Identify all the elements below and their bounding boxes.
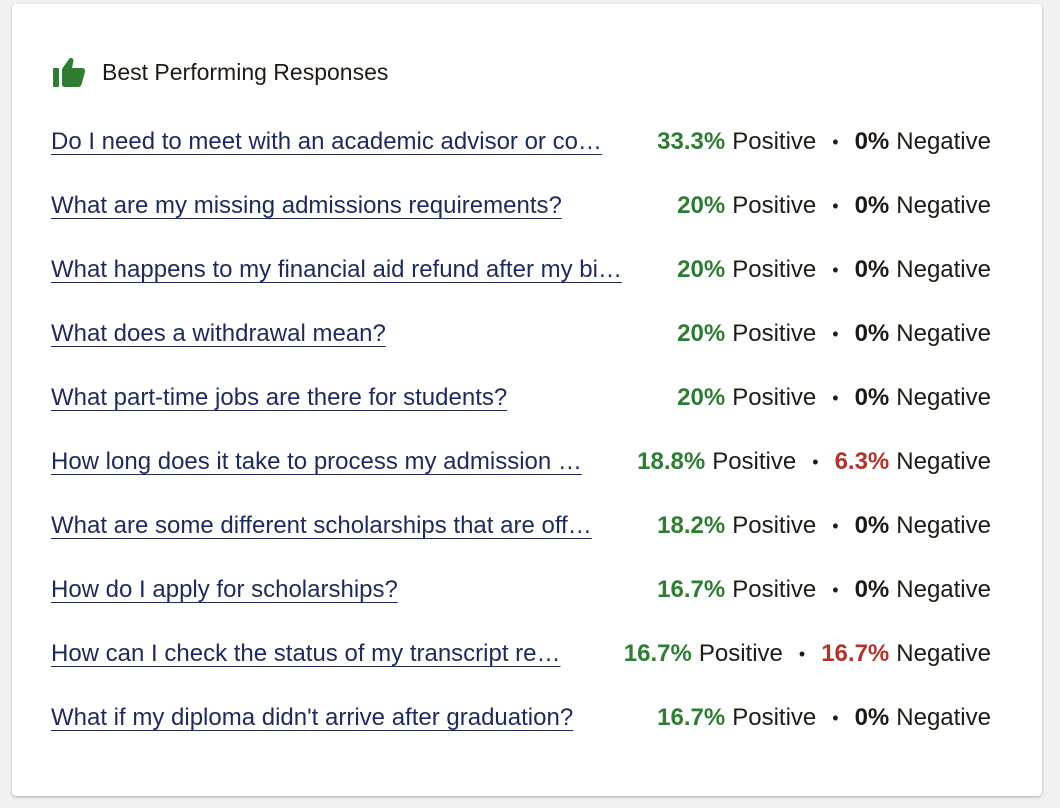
- thumb-up-icon: [52, 56, 86, 88]
- list-item: How can I check the status of my transcr…: [51, 622, 991, 686]
- separator-dot: •: [812, 451, 819, 472]
- negative-label: Negative: [896, 192, 991, 219]
- separator-dot: •: [832, 387, 839, 408]
- negative-percent: 0%: [854, 128, 890, 155]
- positive-percent: 20%: [677, 384, 726, 411]
- list-item: How long does it take to process my admi…: [51, 430, 991, 494]
- list-item: What if my diploma didn't arrive after g…: [51, 686, 991, 750]
- response-question-link[interactable]: What part-time jobs are there for studen…: [51, 384, 508, 411]
- separator-dot: •: [798, 643, 806, 664]
- positive-percent: 18.8%: [637, 448, 706, 475]
- positive-percent: 20%: [677, 192, 726, 219]
- negative-label: Negative: [896, 448, 991, 475]
- negative-percent: 0%: [854, 512, 890, 539]
- response-question-link[interactable]: How do I apply for scholarships?: [51, 576, 398, 603]
- negative-percent: 0%: [854, 576, 890, 603]
- response-question-link[interactable]: Do I need to meet with an academic advis…: [51, 128, 602, 155]
- separator-dot: •: [832, 195, 839, 216]
- negative-percent: 16.7%: [821, 640, 890, 667]
- positive-label: Positive: [732, 704, 817, 731]
- positive-percent: 33.3%: [657, 128, 726, 155]
- positive-label: Positive: [732, 192, 817, 219]
- separator-dot: •: [832, 707, 839, 728]
- positive-label: Positive: [732, 384, 817, 411]
- response-stats: 20% Positive • 0% Negative: [677, 320, 991, 348]
- negative-label: Negative: [896, 512, 991, 539]
- positive-label: Positive: [732, 320, 817, 347]
- separator-dot: •: [832, 515, 839, 536]
- positive-label: Positive: [698, 640, 783, 667]
- separator-dot: •: [832, 579, 839, 600]
- response-question-link[interactable]: What are my missing admissions requireme…: [51, 192, 562, 219]
- negative-percent: 0%: [854, 192, 890, 219]
- positive-label: Positive: [712, 448, 797, 475]
- response-stats: 33.3% Positive • 0% Negative: [657, 128, 991, 156]
- responses-list: Do I need to meet with an academic advis…: [51, 110, 991, 750]
- list-item: What happens to my financial aid refund …: [51, 238, 991, 302]
- negative-label: Negative: [896, 704, 991, 731]
- negative-label: Negative: [896, 640, 991, 667]
- positive-percent: 16.7%: [623, 640, 692, 667]
- response-question-link[interactable]: What does a withdrawal mean?: [51, 320, 386, 347]
- card-header: Best Performing Responses: [52, 56, 388, 88]
- positive-percent: 16.7%: [657, 576, 726, 603]
- positive-percent: 16.7%: [657, 704, 726, 731]
- separator-dot: •: [832, 131, 839, 152]
- negative-label: Negative: [896, 256, 991, 283]
- response-stats: 16.7% Positive • 0% Negative: [657, 704, 991, 732]
- response-stats: 20% Positive • 0% Negative: [677, 256, 991, 284]
- response-stats: 20% Positive • 0% Negative: [677, 384, 991, 412]
- response-stats: 20% Positive • 0% Negative: [677, 192, 991, 220]
- negative-percent: 0%: [854, 384, 890, 411]
- positive-label: Positive: [732, 576, 817, 603]
- positive-label: Positive: [732, 128, 817, 155]
- list-item: How do I apply for scholarships? 16.7% Pos…: [51, 558, 991, 622]
- response-stats: 16.7% Positive • 16.7% Negative: [624, 640, 991, 668]
- negative-percent: 0%: [854, 256, 890, 283]
- negative-label: Negative: [896, 128, 991, 155]
- positive-percent: 20%: [677, 256, 726, 283]
- list-item: What part-time jobs are there for studen…: [51, 366, 991, 430]
- negative-percent: 0%: [854, 320, 890, 347]
- response-question-link[interactable]: How long does it take to process my admi…: [51, 448, 582, 475]
- card-title: Best Performing Responses: [102, 58, 389, 85]
- list-item: What are some different scholarships tha…: [51, 494, 991, 558]
- response-stats: 18.8% Positive • 6.3% Negative: [637, 448, 991, 476]
- response-question-link[interactable]: How can I check the status of my transcr…: [51, 640, 561, 667]
- list-item: What does a withdrawal mean? 20% Positive •…: [51, 302, 991, 366]
- negative-percent: 0%: [854, 704, 890, 731]
- negative-label: Negative: [896, 320, 991, 347]
- response-question-link[interactable]: What happens to my financial aid refund …: [51, 256, 622, 283]
- response-question-link[interactable]: What are some different scholarships tha…: [51, 512, 592, 539]
- negative-label: Negative: [896, 576, 991, 603]
- positive-label: Positive: [732, 512, 817, 539]
- separator-dot: •: [832, 323, 839, 344]
- positive-percent: 20%: [677, 320, 726, 347]
- response-stats: 16.7% Positive • 0% Negative: [657, 576, 991, 604]
- response-question-link[interactable]: What if my diploma didn't arrive after g…: [51, 704, 574, 731]
- negative-label: Negative: [896, 384, 991, 411]
- best-performing-responses-card: Best Performing Responses Do I need to m…: [12, 4, 1042, 796]
- separator-dot: •: [832, 259, 839, 280]
- response-stats: 18.2% Positive • 0% Negative: [657, 512, 991, 540]
- list-item: Do I need to meet with an academic advis…: [51, 110, 991, 174]
- negative-percent: 6.3%: [834, 448, 890, 475]
- positive-percent: 18.2%: [657, 512, 726, 539]
- list-item: What are my missing admissions requireme…: [51, 174, 991, 238]
- positive-label: Positive: [732, 256, 817, 283]
